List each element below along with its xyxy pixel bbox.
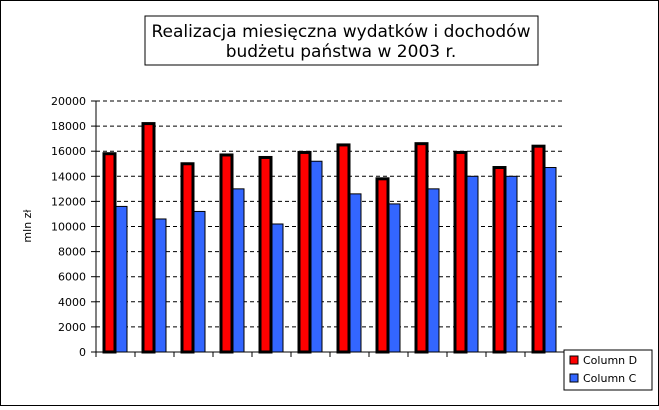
y-tick-label: 8000 — [58, 246, 86, 259]
axes: 0 2000 4000 6000 8000 10000 12000 14000 16000 180… — [51, 95, 565, 359]
y-tick-label: 6000 — [58, 271, 86, 284]
bar-column-c — [504, 175, 518, 353]
legend: Column D Column C — [563, 349, 653, 391]
bar-column-d — [336, 143, 351, 354]
bar-column-c — [270, 223, 284, 353]
bar-column-d — [492, 166, 507, 354]
bar-column-c — [309, 160, 323, 353]
bar-column-d — [375, 177, 390, 354]
bar-column-d — [219, 153, 234, 354]
bar-column-c — [543, 167, 557, 353]
y-tick-label: 0 — [79, 346, 86, 359]
y-tick-label: 16000 — [51, 145, 86, 158]
y-tick-label: 2000 — [58, 321, 86, 334]
bar-column-c — [465, 175, 479, 353]
legend-swatch-column-d — [569, 355, 579, 365]
legend-swatch-column-c — [569, 373, 579, 383]
bar-column-d — [258, 155, 273, 354]
bar-column-d — [297, 150, 312, 354]
bar-column-c — [387, 203, 401, 353]
legend-label-column-c: Column C — [583, 372, 637, 385]
bar-column-d — [180, 162, 195, 354]
bar-column-c — [153, 218, 167, 353]
bar-column-d — [414, 142, 429, 354]
legend-label-column-d: Column D — [583, 354, 637, 367]
chart-title-line-2: budżetu państwa w 2003 r. — [226, 42, 457, 62]
bar-column-d — [102, 152, 117, 354]
y-tick-label: 18000 — [51, 120, 86, 133]
bar-column-d — [453, 150, 468, 354]
y-tick-label: 12000 — [51, 195, 86, 208]
y-axis-label: mln zł — [21, 209, 34, 243]
bar-column-d — [531, 144, 546, 354]
title-box — [144, 15, 539, 66]
chart-title-line-1: Realizacja miesięczna wydatków i dochodó… — [152, 22, 531, 42]
y-tick-label: 10000 — [51, 221, 86, 234]
gridlines — [96, 100, 564, 328]
bar-column-c — [114, 205, 128, 353]
bar-column-c — [348, 193, 362, 353]
legend-box — [563, 349, 653, 391]
bar-column-c — [231, 188, 245, 353]
bar-column-d — [141, 122, 156, 354]
bar-column-c — [192, 210, 206, 353]
y-tick-label: 4000 — [58, 296, 86, 309]
bar-column-c — [426, 188, 440, 353]
y-tick-label: 20000 — [51, 95, 86, 108]
y-tick-label: 14000 — [51, 170, 86, 183]
